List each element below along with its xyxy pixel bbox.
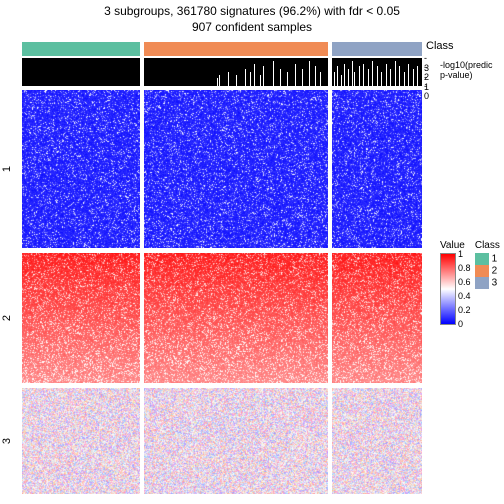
chart-title: 3 subgroups, 361780 signatures (96.2%) w… xyxy=(0,0,504,35)
class-legend-item: 3 xyxy=(475,277,500,289)
pvalue-bar-1 xyxy=(22,58,140,86)
class-annotation-bar xyxy=(22,42,422,56)
pvalue-bar-2 xyxy=(144,58,328,86)
heatmap-block-r1-c3 xyxy=(332,90,422,248)
class-legend-item: 2 xyxy=(475,265,500,277)
value-tick: 0.4 xyxy=(458,291,471,301)
heatmap-block-r2-c1 xyxy=(22,253,140,383)
class-bar-1 xyxy=(22,42,140,56)
value-gradient xyxy=(440,253,456,325)
legend-area: Value10.80.60.40.20 Class 1 2 3 xyxy=(440,240,500,325)
heatmap-block-r2-c3 xyxy=(332,253,422,383)
heatmap-block-r1-c1 xyxy=(22,90,140,248)
class-legend: Class 1 2 3 xyxy=(475,240,500,325)
value-tick: 1 xyxy=(458,249,463,259)
heatmap-plot: Class- 3- 2- 1- 0-log10(predic p-value)1… xyxy=(22,42,422,494)
value-tick: 0.6 xyxy=(458,277,471,287)
row-group-label-1: 1 xyxy=(1,166,13,172)
value-tick: 0.2 xyxy=(458,305,471,315)
heatmap-block-r1-c2 xyxy=(144,90,328,248)
heatmap-block-r3-c3 xyxy=(332,388,422,494)
class-legend-item: 1 xyxy=(475,253,500,265)
class-bar-2 xyxy=(144,42,328,56)
heatmap-block-r3-c2 xyxy=(144,388,328,494)
value-legend: Value10.80.60.40.20 xyxy=(440,240,465,325)
pvalue-label: -log10(predic p-value) xyxy=(440,60,493,80)
class-bar-3 xyxy=(332,42,422,56)
value-tick: 0 xyxy=(458,319,463,329)
title-line1: 3 subgroups, 361780 signatures (96.2%) w… xyxy=(104,4,400,18)
row-group-label-2: 2 xyxy=(1,315,13,321)
heatmap-block-r3-c1 xyxy=(22,388,140,494)
pval-tick: - 0 xyxy=(424,81,429,101)
pvalue-bar-3 xyxy=(332,58,422,86)
class-legend-title: Class xyxy=(475,240,500,251)
title-line2: 907 confident samples xyxy=(192,20,312,34)
value-tick: 0.8 xyxy=(458,263,471,273)
row-group-label-3: 3 xyxy=(1,438,13,444)
class-bar-label: Class xyxy=(426,40,454,52)
heatmap-block-r2-c2 xyxy=(144,253,328,383)
